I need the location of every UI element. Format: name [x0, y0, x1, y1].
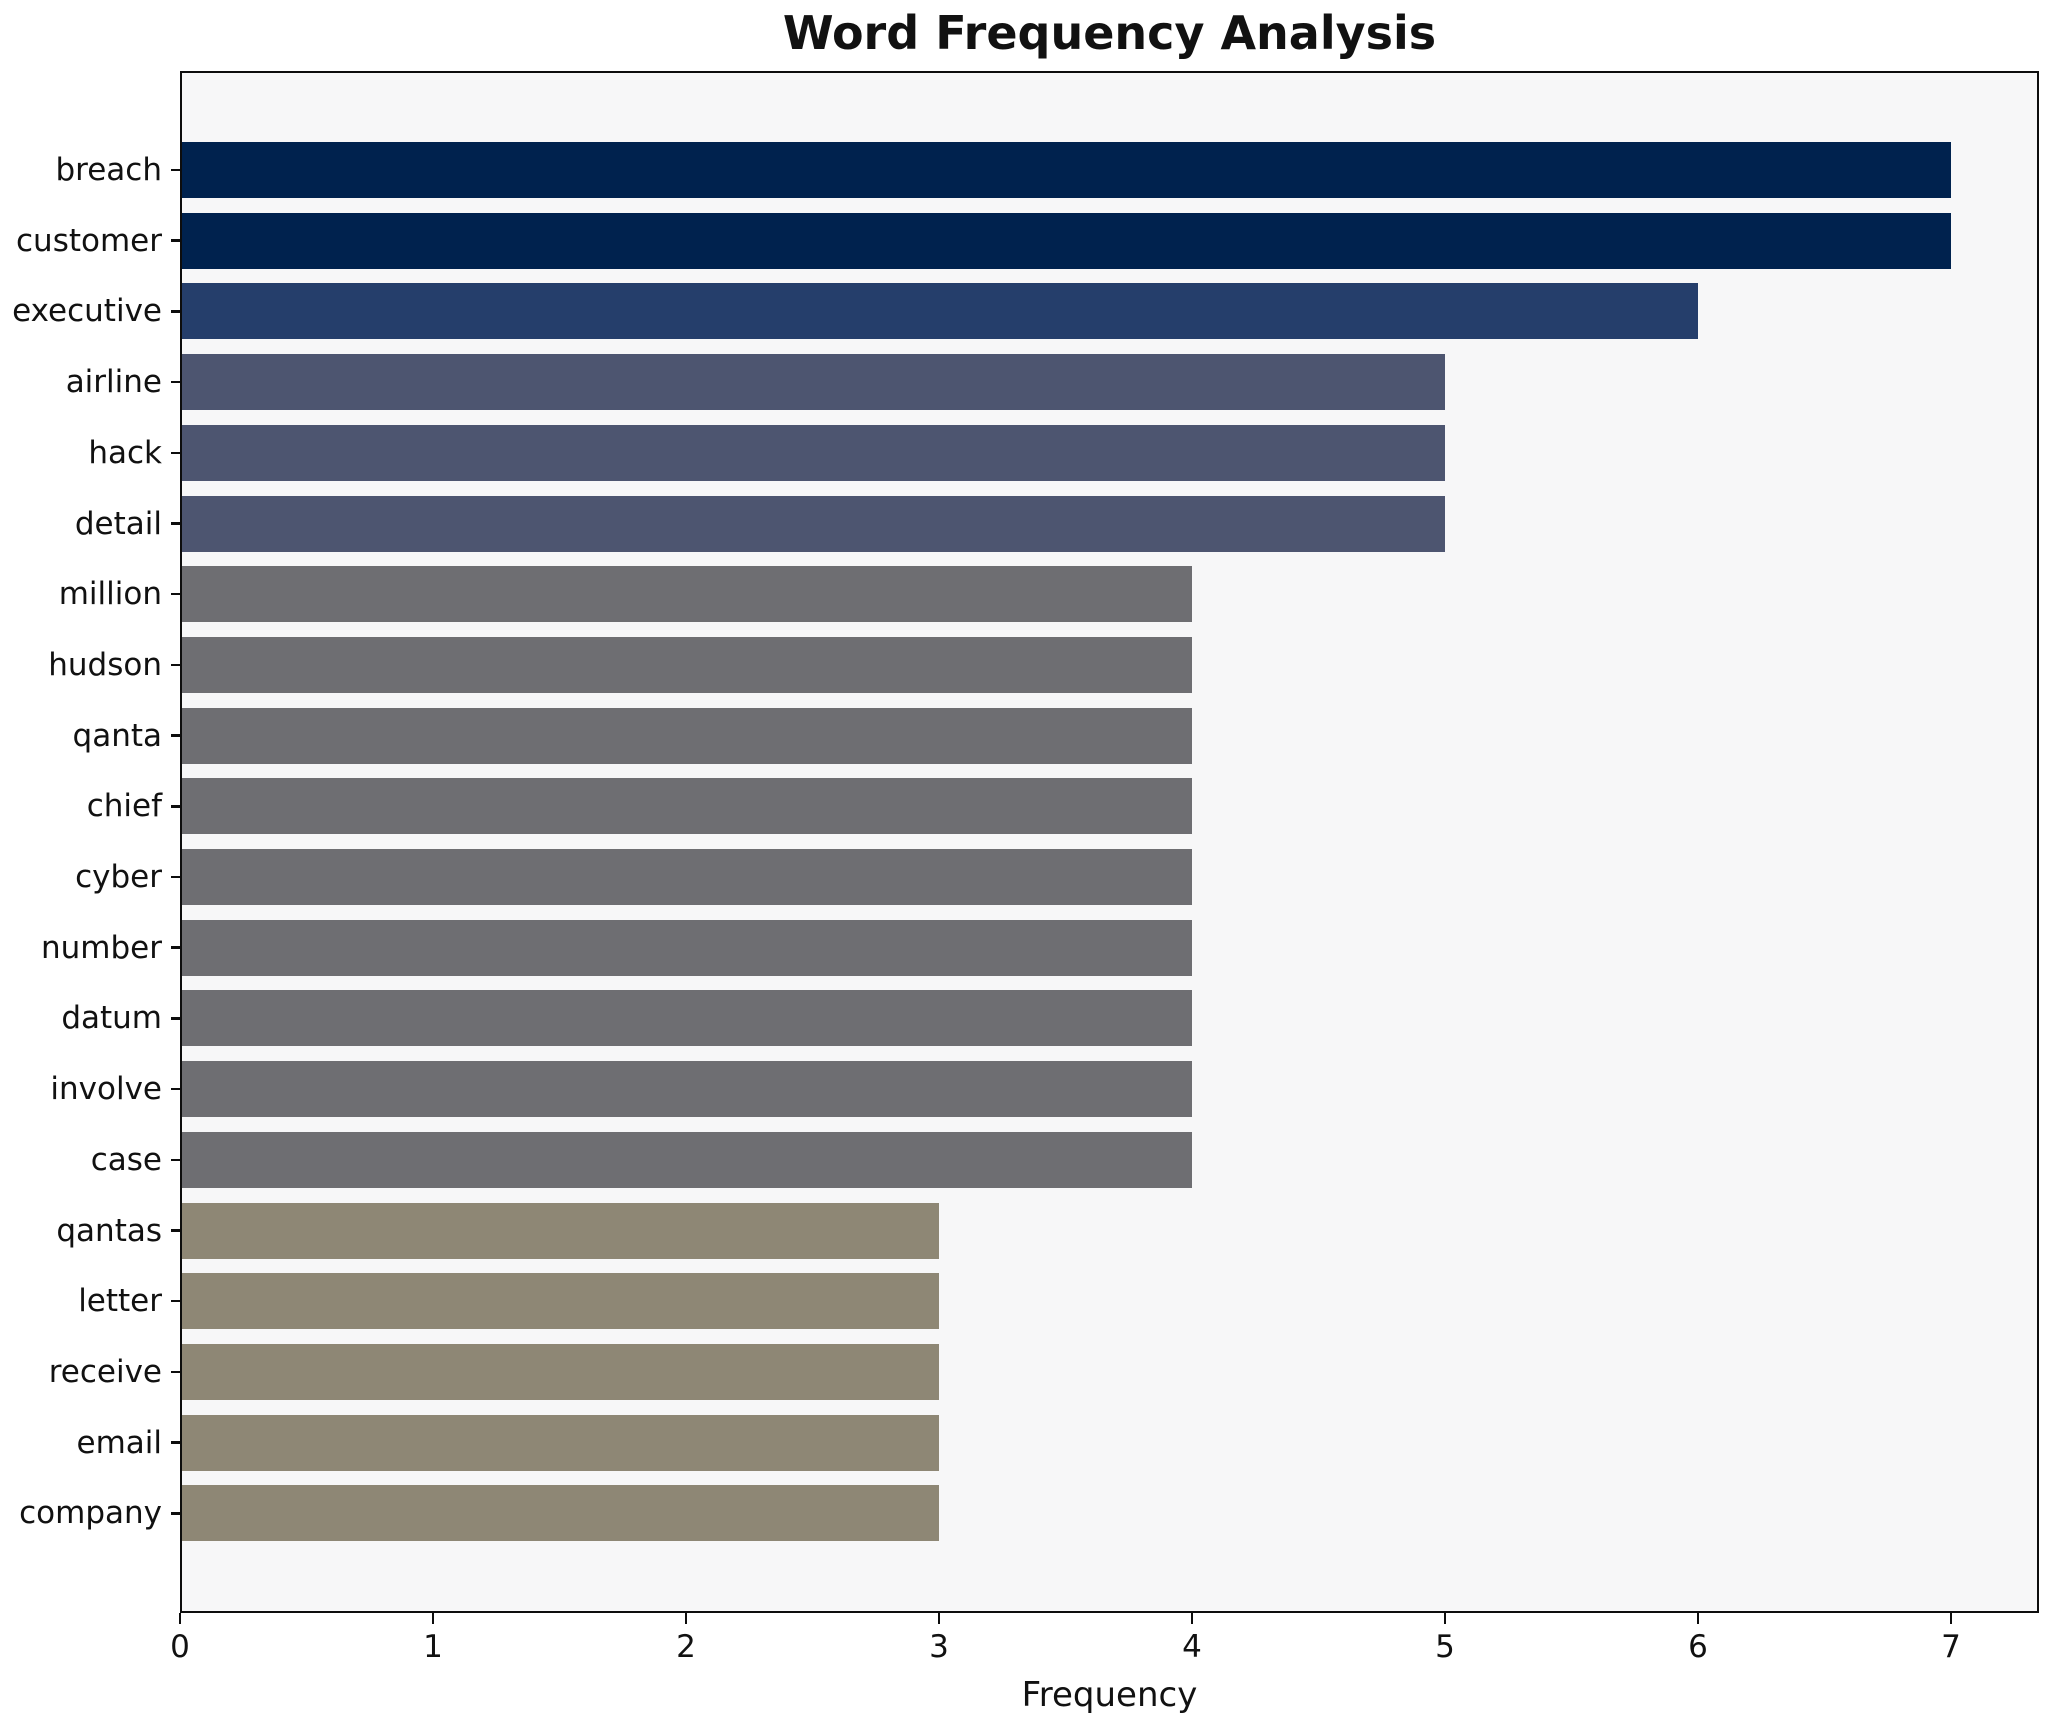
- bar-chief: [180, 778, 1192, 835]
- bar-qanta: [180, 707, 1192, 764]
- chart-title: Word Frequency Analysis: [782, 6, 1437, 60]
- y-tick-mark: [171, 946, 180, 949]
- y-tick-mark: [171, 380, 180, 384]
- y-tick-label: million: [58, 576, 162, 613]
- y-tick-label: detail: [74, 505, 162, 542]
- x-axis-label: Frequency: [1021, 1675, 1198, 1715]
- y-tick-label: number: [41, 929, 162, 966]
- bar-qantas: [180, 1202, 939, 1259]
- x-tick-mark: [1696, 1613, 1700, 1624]
- y-tick-label: receive: [48, 1353, 162, 1390]
- y-tick-mark: [171, 310, 180, 313]
- bar-breach: [180, 142, 1951, 198]
- y-tick-mark: [171, 1229, 180, 1232]
- bar-involve: [180, 1061, 1192, 1118]
- bar-email: [180, 1414, 939, 1471]
- y-tick-mark: [171, 1370, 180, 1374]
- y-tick-label: airline: [65, 364, 162, 401]
- y-tick-label: qanta: [72, 717, 162, 754]
- x-tick-mark: [937, 1613, 941, 1624]
- y-tick-mark: [171, 1087, 180, 1091]
- y-tick-label: letter: [78, 1283, 162, 1320]
- y-tick-mark: [171, 592, 180, 596]
- bar-detail: [180, 495, 1445, 552]
- bar-case: [180, 1131, 1192, 1188]
- y-tick-mark: [171, 522, 180, 525]
- bar-company: [180, 1485, 939, 1542]
- bar-hack: [180, 424, 1445, 481]
- y-tick-label: customer: [16, 222, 162, 259]
- y-tick-mark: [171, 1299, 180, 1303]
- bar-executive: [180, 283, 1698, 340]
- y-tick-label: company: [19, 1495, 162, 1532]
- bar-number: [180, 919, 1192, 976]
- bar-datum: [180, 990, 1192, 1047]
- bar-receive: [180, 1343, 939, 1400]
- x-tick-label: 6: [1688, 1629, 1708, 1665]
- y-tick-mark: [171, 239, 180, 242]
- x-tick-mark: [1949, 1613, 1953, 1624]
- x-tick-label: 7: [1941, 1629, 1961, 1665]
- y-tick-mark: [171, 1158, 180, 1162]
- y-tick-label: datum: [61, 1000, 162, 1037]
- bar-cyber: [180, 849, 1192, 905]
- y-tick-mark: [171, 1017, 180, 1020]
- x-tick-mark: [1190, 1613, 1194, 1624]
- bar-hudson: [180, 636, 1192, 693]
- y-tick-mark: [171, 451, 180, 455]
- x-tick-label: 1: [423, 1629, 443, 1665]
- y-tick-label: involve: [50, 1071, 162, 1108]
- x-tick-mark: [684, 1613, 688, 1624]
- bar-customer: [180, 212, 1951, 269]
- x-tick-label: 2: [676, 1629, 696, 1665]
- y-tick-mark: [171, 734, 180, 737]
- y-tick-mark: [171, 805, 180, 808]
- y-tick-mark: [171, 875, 180, 879]
- y-tick-label: hudson: [48, 646, 162, 683]
- x-tick-label: 5: [1435, 1629, 1455, 1665]
- y-tick-label: email: [76, 1424, 163, 1461]
- x-tick-mark: [178, 1613, 182, 1624]
- y-tick-label: chief: [86, 788, 162, 825]
- bar-letter: [180, 1273, 939, 1330]
- y-tick-label: qantas: [56, 1212, 162, 1249]
- y-tick-label: executive: [12, 293, 162, 330]
- x-tick-label: 0: [170, 1629, 190, 1665]
- y-tick-mark: [171, 663, 180, 667]
- x-tick-mark: [1443, 1613, 1447, 1624]
- y-tick-label: case: [90, 1141, 162, 1178]
- y-tick-mark: [171, 168, 180, 172]
- x-tick-mark: [431, 1613, 435, 1624]
- y-tick-label: cyber: [75, 859, 162, 895]
- y-tick-label: breach: [55, 152, 162, 188]
- y-tick-label: hack: [88, 434, 162, 471]
- x-tick-label: 4: [1182, 1629, 1202, 1665]
- x-tick-label: 3: [929, 1629, 949, 1665]
- bar-million: [180, 566, 1192, 623]
- y-tick-mark: [171, 1512, 180, 1515]
- bar-airline: [180, 354, 1445, 411]
- y-tick-mark: [171, 1441, 180, 1444]
